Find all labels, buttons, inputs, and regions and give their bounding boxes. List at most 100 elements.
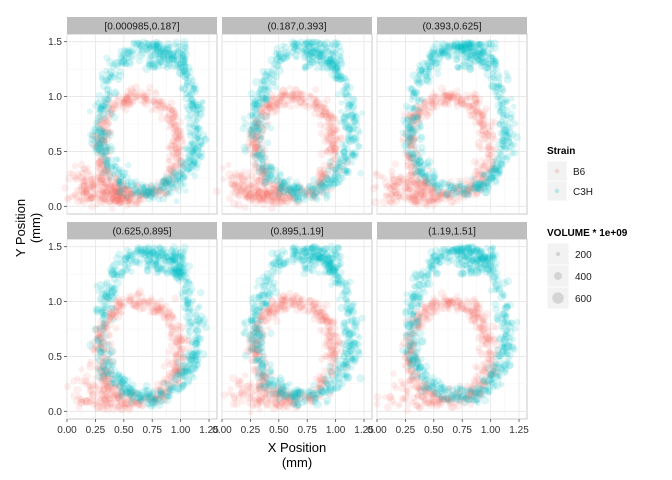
data-point-c3h [342,169,349,176]
data-point-b6 [159,101,166,108]
data-point-b6 [289,96,296,104]
data-point-b6 [102,96,112,105]
data-point-c3h [357,169,365,177]
data-point-b6 [115,97,123,105]
data-point-b6 [89,141,97,149]
x-tick-label: 1.00 [171,425,191,436]
data-point-c3h [128,381,137,390]
data-point-c3h [490,74,497,81]
data-point-b6 [128,187,137,196]
data-point-b6 [336,133,344,142]
data-point-b6 [133,200,141,207]
data-point-b6 [102,194,110,202]
data-point-c3h [333,41,340,48]
data-point-b6 [378,173,384,180]
data-point-c3h [133,247,141,256]
data-point-b6 [127,92,134,99]
data-point-c3h [150,389,157,397]
data-point-c3h [121,52,128,59]
data-point-c3h [256,147,263,153]
data-point-b6 [177,168,186,177]
data-point-c3h [338,108,344,115]
data-point-b6 [136,191,145,200]
data-point-b6 [79,197,89,206]
data-point-b6 [107,111,114,118]
data-point-c3h [301,63,309,71]
data-point-b6 [152,185,160,193]
data-point-b6 [122,94,132,104]
data-point-b6 [81,165,89,173]
data-point-b6 [97,177,106,186]
data-point-b6 [162,190,170,197]
data-point-c3h [171,251,177,258]
data-point-c3h [411,105,420,114]
data-point-c3h [134,389,142,397]
data-point-b6 [124,193,132,202]
data-point-b6 [166,152,176,161]
data-point-c3h [106,58,115,67]
data-point-b6 [147,188,155,196]
data-point-b6 [99,122,105,128]
data-point-b6 [109,195,116,202]
data-point-b6 [114,92,122,100]
data-point-b6 [113,194,123,204]
facet-panels: [0.000985,0.187]0.00.51.01.5(0.187,0.393… [48,17,529,436]
data-point-b6 [88,131,97,140]
data-point-b6 [103,165,111,174]
data-point-b6 [103,187,110,194]
data-point-b6 [488,123,495,130]
data-point-b6 [98,195,105,202]
data-point-c3h [135,57,143,65]
data-point-b6 [99,133,105,139]
data-point-b6 [119,99,127,107]
data-point-b6 [131,83,141,92]
data-point-b6 [80,165,87,173]
data-point-b6 [97,186,105,194]
data-point-b6 [165,112,172,119]
data-point-b6 [171,111,178,118]
data-point-b6 [112,186,118,193]
data-point-b6 [177,157,183,163]
data-point-c3h [492,158,498,164]
data-point-c3h [119,267,127,275]
data-point-b6 [135,201,142,207]
data-point-b6 [143,192,151,200]
data-point-b6 [94,140,102,148]
data-point-b6 [120,99,129,108]
data-point-c3h [257,155,264,162]
data-point-c3h [104,290,111,297]
data-point-b6 [118,186,126,193]
data-point-b6 [167,165,175,173]
data-point-b6 [99,136,107,144]
data-point-b6 [101,160,109,169]
data-point-c3h [104,86,112,93]
data-point-b6 [172,145,180,153]
data-point-b6 [95,120,102,127]
data-point-c3h [506,144,513,152]
data-point-b6 [466,94,474,102]
data-point-b6 [143,95,150,102]
data-point-b6 [124,87,131,95]
data-point-c3h [399,129,407,137]
data-point-c3h [189,139,198,148]
data-point-b6 [170,163,179,172]
data-point-b6 [171,125,180,134]
data-point-b6 [238,180,245,186]
data-point-c3h [152,43,161,52]
data-point-c3h [182,188,189,194]
data-point-c3h [153,58,163,68]
data-point-b6 [117,195,127,205]
data-point-b6 [90,185,99,193]
data-point-c3h [198,141,205,148]
data-point-b6 [101,188,111,198]
data-point-b6 [176,127,184,135]
data-point-c3h [491,39,499,48]
data-point-c3h [153,265,161,273]
data-point-b6 [146,189,156,198]
data-point-b6 [220,176,227,182]
data-point-b6 [109,206,116,212]
data-point-b6 [94,165,101,172]
data-point-b6 [175,143,184,152]
data-point-b6 [96,190,104,198]
data-point-c3h [123,193,130,200]
